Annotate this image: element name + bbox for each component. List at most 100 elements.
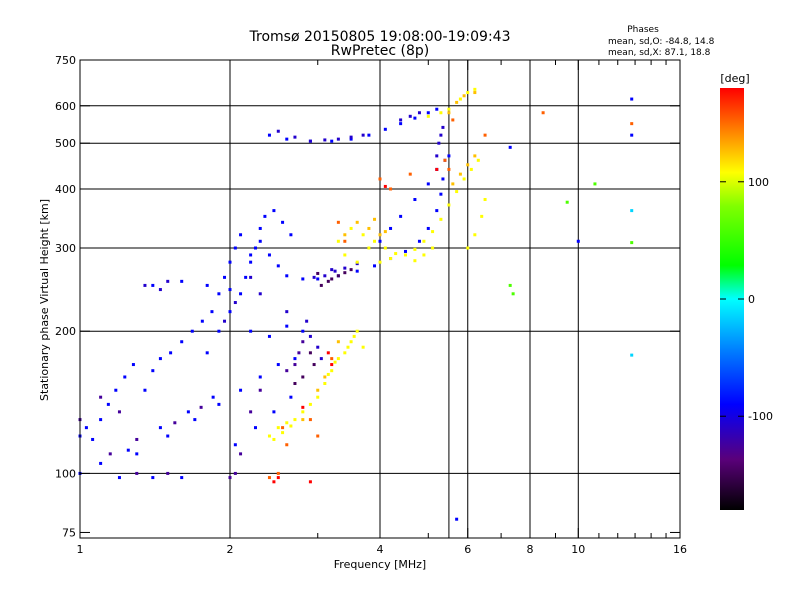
data-point [378,239,382,243]
data-point [462,177,466,181]
data-point [483,133,487,137]
data-point [378,260,382,264]
data-point [285,369,289,373]
x-tick-label: 16 [673,543,687,556]
data-point [451,182,455,186]
data-point [267,334,271,338]
data-point [413,247,417,251]
y-tick-label: 100 [55,467,76,480]
data-point [408,172,412,176]
data-point [223,275,227,279]
data-point [276,264,280,268]
x-tick-label: 6 [464,543,471,556]
data-point [473,233,477,237]
grid-lines [80,60,680,538]
data-point [217,292,221,296]
data-point [263,214,267,218]
data-point [389,187,393,191]
data-point [343,271,347,275]
data-point [435,154,439,158]
data-point [244,275,248,279]
data-point [343,253,347,257]
data-point [258,388,262,392]
data-point [630,122,634,126]
data-point [346,345,350,349]
data-point [301,329,305,333]
data-point [249,260,253,264]
x-tick-label: 8 [527,543,534,556]
data-point [285,274,289,278]
data-point [308,351,312,355]
data-point [84,426,88,430]
data-point [293,382,297,386]
data-point [272,480,276,484]
data-point [151,283,155,287]
data-point [223,319,227,323]
data-point [267,253,271,257]
data-point [293,135,297,139]
data-point [355,260,359,264]
data-point [316,277,320,281]
data-point [289,424,293,428]
data-point [413,259,417,263]
y-axis-label: Stationary phase Virtual Height [km] [38,199,51,401]
data-point [373,264,377,268]
data-point [285,324,289,328]
data-point [422,239,426,243]
data-point [267,434,271,438]
data-point [441,177,445,181]
data-point [447,167,451,171]
data-point [441,125,445,129]
data-point [258,375,262,379]
data-point [343,239,347,243]
data-point [413,198,417,202]
data-point [293,418,297,422]
data-point [258,239,262,243]
data-point [272,209,276,213]
data-point [193,418,197,422]
data-point [435,167,439,171]
data-point [361,233,365,237]
data-point [316,434,320,438]
data-point [308,402,312,406]
y-axis-ticks: 75 100 200 300 400 500 600 750 [55,54,680,539]
stats-line-x: mean, sd,X: 87.1, 18.8 [608,48,711,58]
data-point [258,292,262,296]
data-point [301,418,305,422]
data-point [123,375,127,379]
data-point [431,246,435,250]
data-point [508,145,512,149]
data-point [422,253,426,257]
data-point [323,138,327,142]
data-point [389,257,393,261]
data-point [349,137,353,141]
data-point [267,133,271,137]
data-point [439,192,443,196]
data-point [336,239,340,243]
data-point [508,283,512,287]
data-point [399,122,403,126]
data-point [383,184,387,188]
data-point [135,471,139,475]
data-point [355,220,359,224]
data-point [272,437,276,441]
data-point [281,220,285,224]
data-point [458,97,462,101]
data-point [205,283,209,287]
data-point [228,288,232,292]
data-point [439,217,443,221]
data-point [210,310,214,314]
data-point [483,198,487,202]
colorbar-tick-label: 100 [748,176,769,189]
data-point [233,471,237,475]
data-point [308,480,312,484]
data-point [389,226,393,230]
data-point [217,402,221,406]
data-point [249,275,253,279]
data-point [330,369,334,373]
data-point [439,111,443,115]
data-point [343,351,347,355]
data-point [349,340,353,344]
data-point [336,220,340,224]
